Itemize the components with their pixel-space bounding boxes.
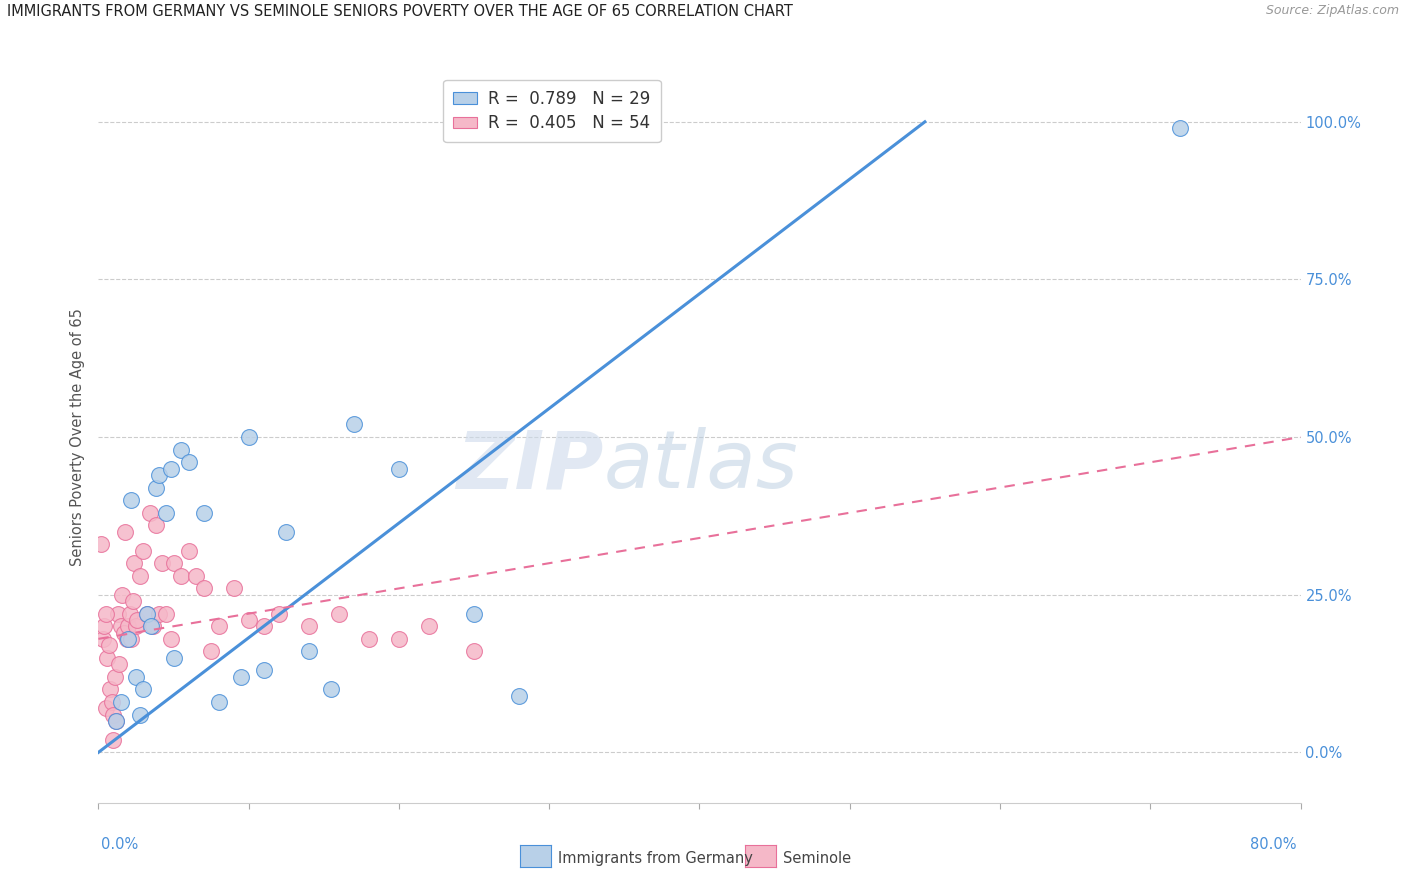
Point [112, 625, 135, 640]
Point [388, 632, 411, 646]
Point [132, 682, 155, 697]
Point [97, 638, 120, 652]
Point [141, 619, 163, 633]
Y-axis label: Seniors Poverty Over the Age of 65: Seniors Poverty Over the Age of 65 [70, 308, 86, 566]
Point [117, 619, 139, 633]
Point [135, 607, 157, 621]
Point [122, 594, 145, 608]
Point [343, 417, 366, 432]
Point [463, 607, 485, 621]
Point [94, 701, 117, 715]
Point [357, 632, 380, 646]
Point [170, 569, 193, 583]
Point [138, 506, 160, 520]
Text: IMMIGRANTS FROM GERMANY VS SEMINOLE SENIORS POVERTY OVER THE AGE OF 65 CORRELATI: IMMIGRANTS FROM GERMANY VS SEMINOLE SENI… [7, 4, 793, 20]
Point [253, 619, 276, 633]
Point [104, 670, 127, 684]
Point [111, 588, 134, 602]
Point [145, 518, 167, 533]
Point [267, 607, 290, 621]
Point [159, 632, 181, 646]
Point [321, 682, 343, 697]
Text: ZIP: ZIP [456, 427, 603, 506]
Point [129, 707, 152, 722]
Point [298, 644, 321, 658]
Point [238, 613, 260, 627]
Point [103, 732, 125, 747]
Point [159, 461, 181, 475]
Point [121, 493, 143, 508]
Point [121, 632, 143, 646]
Point [231, 670, 253, 684]
Point [117, 632, 139, 646]
Point [139, 619, 162, 633]
Text: atlas: atlas [603, 427, 799, 506]
Point [298, 619, 321, 633]
Point [177, 543, 200, 558]
Point [162, 556, 184, 570]
Point [118, 607, 141, 621]
Point [125, 619, 148, 633]
Point [96, 650, 118, 665]
Legend: R =  0.789   N = 29, R =  0.405   N = 54: R = 0.789 N = 29, R = 0.405 N = 54 [443, 79, 661, 143]
Point [115, 632, 138, 646]
Point [90, 537, 112, 551]
Point [110, 619, 132, 633]
Point [124, 556, 146, 570]
Point [135, 607, 157, 621]
Text: 80.0%: 80.0% [1250, 837, 1296, 852]
Text: Immigrants from Germany: Immigrants from Germany [558, 851, 754, 865]
Point [101, 695, 124, 709]
Point [110, 695, 132, 709]
Text: Source: ZipAtlas.com: Source: ZipAtlas.com [1265, 4, 1399, 18]
Point [184, 569, 207, 583]
Point [238, 430, 260, 444]
Point [150, 556, 173, 570]
Point [222, 582, 245, 596]
Point [129, 569, 152, 583]
Point [276, 524, 298, 539]
Point [108, 657, 131, 671]
Point [1170, 121, 1192, 136]
Point [127, 613, 149, 627]
Point [208, 695, 231, 709]
Point [208, 619, 231, 633]
Point [155, 506, 177, 520]
Text: Seminole: Seminole [783, 851, 851, 865]
Point [132, 543, 155, 558]
Point [114, 524, 136, 539]
Point [193, 582, 215, 596]
Text: 0.0%: 0.0% [101, 837, 138, 852]
Point [508, 689, 530, 703]
Point [91, 632, 114, 646]
Point [162, 650, 184, 665]
Point [94, 607, 117, 621]
Point [93, 619, 115, 633]
Point [107, 607, 129, 621]
Point [177, 455, 200, 469]
Point [100, 682, 122, 697]
Point [105, 714, 128, 728]
Point [103, 707, 125, 722]
Point [125, 670, 148, 684]
Point [148, 607, 170, 621]
Point [155, 607, 177, 621]
Point [148, 467, 170, 482]
Point [145, 481, 167, 495]
Point [200, 644, 222, 658]
Point [105, 714, 128, 728]
Point [193, 506, 215, 520]
Point [170, 442, 193, 457]
Point [388, 461, 411, 475]
Point [418, 619, 440, 633]
Point [463, 644, 485, 658]
Point [253, 664, 276, 678]
Point [328, 607, 350, 621]
